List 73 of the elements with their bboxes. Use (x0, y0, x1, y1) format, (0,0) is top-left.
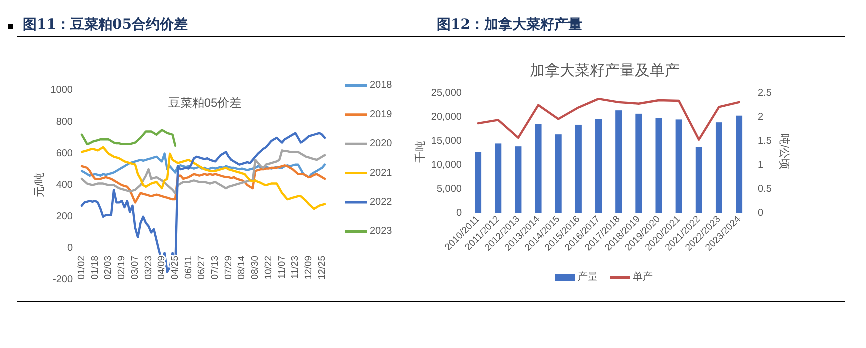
y-tick-label: 20,000 (431, 112, 462, 123)
y2-tick-label: 0 (758, 208, 764, 219)
legend-label: 2022 (370, 197, 393, 208)
y-tick-label: 800 (56, 116, 74, 128)
line-series (477, 98, 740, 141)
bar (596, 119, 602, 214)
x-tick-label: 02/03 (103, 256, 114, 280)
bar (716, 122, 722, 214)
line-series (80, 129, 177, 148)
legend-label: 2020 (370, 138, 393, 150)
bar (535, 124, 542, 214)
y2-tick-label: 1.5 (758, 136, 772, 147)
x-tick-label: 03/07 (130, 256, 141, 280)
chart-title: 图11：豆菜粕05合约价差 (23, 17, 188, 33)
bar (656, 118, 662, 214)
legend-label: 单产 (633, 271, 653, 284)
x-tick-label: 02/19 (116, 256, 128, 280)
x-tick-label: 06/11 (183, 256, 194, 280)
y-tick-label: 400 (56, 180, 74, 191)
x-tick-label: 11/07 (276, 256, 288, 280)
y-tick-label: -200 (52, 274, 74, 286)
y2-tick-label: 2.5 (758, 88, 772, 99)
y2-tick-label: 0.5 (758, 184, 772, 195)
bar (495, 144, 502, 214)
y2-tick-label: 1 (758, 160, 764, 171)
x-tick-label: 08/14 (236, 256, 248, 280)
x-tick-label: 04/09 (156, 256, 168, 280)
x-tick-label: 07/13 (210, 256, 222, 280)
text: 豆菜粕05价差 (168, 96, 242, 110)
x-tick-label: 12/25 (316, 256, 328, 280)
y-tick-label: 600 (56, 148, 74, 160)
bar (575, 124, 582, 214)
y-tick-label: 25,000 (431, 88, 462, 99)
x-tick-label: 07/29 (223, 256, 234, 280)
legend-label: 2021 (370, 168, 393, 179)
y-tick-label: 0 (67, 242, 74, 254)
x-tick-label: 12/09 (303, 256, 314, 280)
line-series (80, 164, 326, 204)
x-tick-label: 06/27 (196, 256, 208, 280)
y-tick-label: 15,000 (431, 136, 462, 147)
x-tick-label: 11/23 (290, 256, 302, 280)
x-tick-label: 03/23 (143, 256, 154, 280)
bar (696, 147, 702, 214)
y-axis-title: 千吨 (414, 141, 427, 163)
bar (616, 110, 622, 214)
x-tick-label: 04/25 (170, 256, 181, 280)
x-tick-label: 10/22 (263, 256, 274, 280)
legend-label: 2018 (370, 80, 393, 92)
bar (555, 134, 562, 214)
bar (636, 114, 642, 214)
bar (475, 152, 482, 214)
y2-tick-label: 2 (758, 112, 764, 123)
y-tick-label: 1000 (50, 85, 74, 96)
legend-label: 2023 (370, 226, 393, 238)
y2-axis-title: 吨/公顷 (778, 134, 791, 170)
x-tick-label: 08/30 (250, 256, 262, 280)
line-series (80, 150, 326, 194)
y-tick-label: 0 (456, 208, 462, 219)
y-axis-title: 元/吨 (33, 172, 46, 198)
bar (736, 116, 743, 214)
y-tick-label: 200 (56, 211, 74, 222)
chart-subtitle: 加拿大菜籽产量及单产 (530, 62, 680, 80)
legend-label: 2019 (370, 109, 393, 120)
x-tick-label: 01/18 (90, 256, 101, 280)
line-series (80, 152, 326, 179)
y-tick-label: 10,000 (431, 160, 462, 171)
line-series (80, 146, 326, 210)
x-tick-label: 01/02 (76, 256, 88, 280)
y-tick-label: 5,000 (436, 184, 462, 195)
bar (676, 120, 682, 214)
chart-title: 图12：加拿大菜籽产量 (437, 16, 582, 33)
legend-label: 产量 (578, 271, 598, 284)
bar (515, 146, 522, 214)
